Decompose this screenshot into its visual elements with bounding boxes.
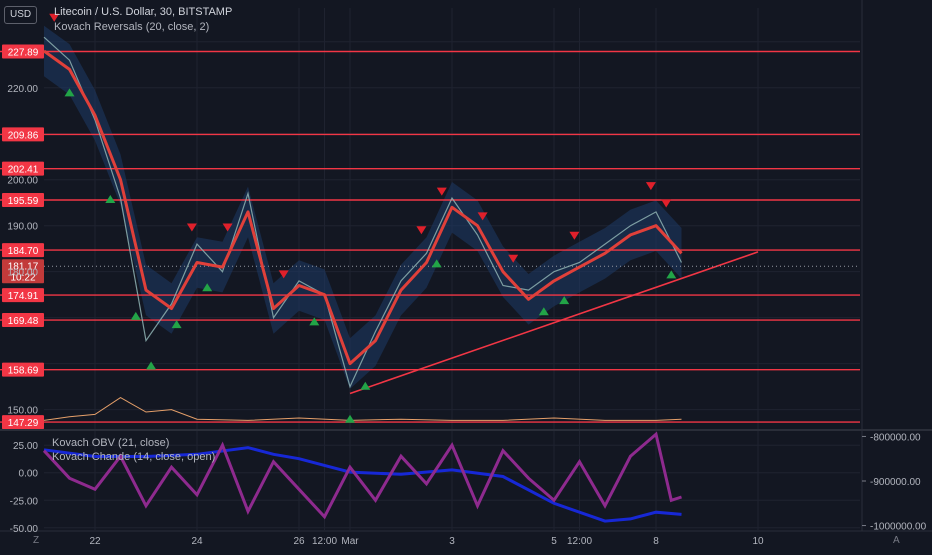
countdown-label: 10:22 bbox=[10, 272, 35, 283]
level-label: 202.41 bbox=[8, 165, 39, 176]
auto-scale-corner-right[interactable]: A bbox=[893, 535, 900, 546]
x-tick-label: 10 bbox=[752, 536, 764, 547]
obv-line bbox=[43, 446, 682, 523]
y-tick-label: 220.00 bbox=[7, 84, 38, 95]
y-tick-label: 190.00 bbox=[7, 222, 38, 233]
y-tick-label: 150.00 bbox=[7, 406, 38, 417]
reversal-up-marker bbox=[202, 283, 213, 292]
x-tick-label: 22 bbox=[89, 536, 101, 547]
current-price-label: 181.17 bbox=[8, 261, 39, 272]
lower-y-tick-label: -25.00 bbox=[10, 496, 39, 507]
reversal-down-marker bbox=[661, 199, 672, 208]
reversal-up-marker bbox=[64, 88, 75, 97]
obv-legend: Kovach OBV (21, close) bbox=[52, 437, 170, 449]
volume-line bbox=[43, 397, 682, 421]
chande-line bbox=[42, 431, 682, 520]
level-label: 227.89 bbox=[8, 47, 39, 58]
support-resistance-levels: 227.89 209.86 202.41 195.59 184.70 174.91 169.… bbox=[0, 44, 860, 430]
level-label-bg bbox=[2, 127, 44, 142]
reversal-down-marker bbox=[569, 231, 580, 240]
reversal-up-marker bbox=[360, 381, 371, 390]
reversal-markers bbox=[49, 13, 677, 423]
reversal-up-marker bbox=[130, 311, 141, 320]
band-area bbox=[44, 25, 682, 389]
right-axis-label: -800000.00 bbox=[870, 432, 921, 443]
right-axis-label: -1000000.00 bbox=[870, 522, 927, 533]
level-label-bg bbox=[2, 288, 44, 303]
x-tick-label: 5 bbox=[551, 536, 557, 547]
reversal-down-marker bbox=[278, 270, 289, 279]
reversal-down-marker bbox=[416, 226, 427, 235]
lower-y-tick-label: 25.00 bbox=[13, 441, 38, 452]
reversal-down-marker bbox=[436, 187, 447, 196]
price-line bbox=[43, 36, 683, 389]
reversal-down-marker bbox=[645, 182, 656, 191]
chart-title: Litecoin / U.S. Dollar, 30, BITSTAMP bbox=[54, 6, 233, 18]
reversal-down-marker bbox=[477, 212, 488, 221]
reversal-up-marker bbox=[171, 320, 182, 329]
currency-button[interactable]: USD bbox=[4, 6, 38, 24]
chande-legend: Kovach Chande (14, close, open) bbox=[52, 451, 216, 463]
y-tick-label: 180.00 bbox=[7, 268, 38, 279]
right-axis-label: -900000.00 bbox=[870, 477, 921, 488]
moving-average-line bbox=[43, 49, 683, 366]
level-label-bg bbox=[2, 161, 44, 176]
reversal-down-marker bbox=[49, 13, 60, 22]
x-tick-label: Mar bbox=[341, 536, 359, 547]
lower-pane-series bbox=[42, 431, 682, 523]
x-tick-label: 12:00 bbox=[312, 536, 337, 547]
reversal-up-marker bbox=[559, 296, 570, 305]
reversal-up-marker bbox=[309, 317, 320, 326]
price-series bbox=[43, 36, 683, 421]
x-tick-label: 26 bbox=[293, 536, 305, 547]
reversal-up-marker bbox=[146, 361, 157, 370]
y-tick-label: 200.00 bbox=[7, 176, 38, 187]
reversal-up-marker bbox=[666, 270, 677, 279]
trendline bbox=[349, 251, 759, 395]
level-label-bg bbox=[2, 243, 44, 258]
level-label-bg bbox=[2, 44, 44, 59]
indicator-legend: Kovach Reversals (20, close, 2) bbox=[54, 21, 210, 33]
zoom-corner-left[interactable]: Z bbox=[33, 535, 40, 546]
level-label: 147.29 bbox=[8, 418, 39, 429]
reversal-up-marker bbox=[431, 259, 442, 268]
reversal-up-marker bbox=[345, 414, 355, 423]
lower-y-tick-label: -50.00 bbox=[10, 524, 39, 535]
level-label-bg bbox=[2, 313, 44, 328]
x-tick-label: 8 bbox=[653, 536, 659, 547]
level-label: 195.59 bbox=[8, 196, 39, 207]
lower-y-tick-label: 0.00 bbox=[19, 469, 39, 480]
reversal-down-marker bbox=[508, 254, 519, 263]
x-tick-label: 24 bbox=[191, 536, 203, 547]
level-label: 158.69 bbox=[8, 366, 39, 377]
level-label: 209.86 bbox=[8, 130, 39, 141]
envelope-band bbox=[44, 25, 682, 389]
level-label-bg bbox=[2, 193, 44, 207]
level-label-bg bbox=[2, 415, 44, 430]
level-label: 169.48 bbox=[8, 316, 39, 327]
reversal-down-marker bbox=[186, 223, 197, 232]
x-tick-label: 12:00 bbox=[567, 536, 592, 547]
reversal-up-marker bbox=[105, 195, 116, 204]
current-price-tag-bg bbox=[2, 259, 44, 284]
level-label: 184.70 bbox=[8, 246, 39, 257]
x-tick-label: 3 bbox=[449, 536, 455, 547]
level-label-bg bbox=[2, 362, 44, 377]
reversal-up-marker bbox=[538, 307, 549, 316]
reversal-down-marker bbox=[222, 223, 233, 232]
level-label: 174.91 bbox=[8, 291, 39, 302]
